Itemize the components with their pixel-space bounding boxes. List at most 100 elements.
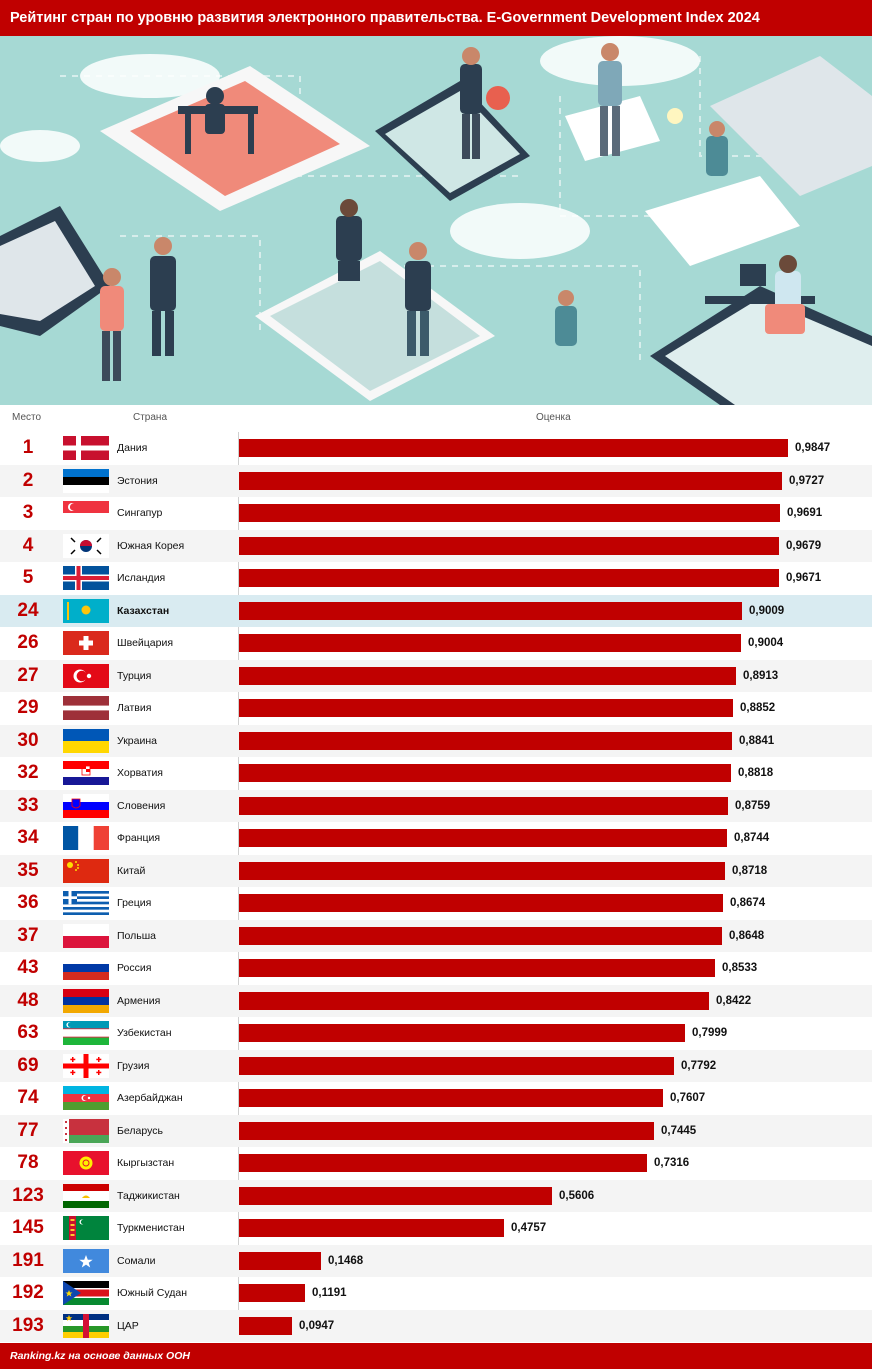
country-label: Китай [117,864,146,877]
country-label: Туркменистан [117,1222,185,1234]
country-label: Южная Корея [117,539,185,552]
flag-icon [63,1053,109,1078]
rank-label: 2 [22,469,34,491]
flag-icon [63,761,109,785]
score-bar [239,1219,504,1237]
score-value-label: 0,9691 [787,507,823,519]
score-bar [239,536,779,555]
rank-label: 32 [17,762,39,783]
score-value-label: 0,4757 [511,1222,547,1234]
country-label: Грузия [117,1059,150,1072]
bar-axis-line [238,432,239,1342]
rank-label: 24 [17,599,39,621]
rank-label: 78 [17,1152,39,1173]
country-label: Россия [117,962,152,974]
country-label: Сингапур [117,507,163,519]
flag-icon [63,501,109,525]
country-label: Франция [117,832,161,844]
flag-icon [63,826,109,850]
column-header-score: Оценка [536,412,571,423]
score-bar [239,1284,305,1302]
flag-icon [63,1248,109,1273]
flag-icon [63,728,109,753]
rank-label: 27 [17,664,39,686]
score-value-label: 0,8648 [729,929,765,942]
flag-icon [63,1183,109,1208]
country-label: Украина [117,734,157,747]
table-row: 69 Грузия 0,7792 [0,1049,872,1082]
flag-icon [63,598,109,623]
flag-icon [63,1216,109,1240]
score-value-label: 0,8841 [739,734,775,747]
rank-label: 48 [17,989,39,1011]
flag-icon [63,436,109,460]
flag-icon [63,1313,109,1338]
country-label: Турция [117,669,152,682]
table-row: 74 Азербайджан 0,7607 [0,1082,872,1115]
flag-icon [63,1021,109,1045]
score-bar [239,1056,674,1075]
table-row: 27 Турция 0,8913 [0,659,872,692]
table-row: 37 Польша 0,8648 [0,919,872,952]
rank-label: 3 [22,502,34,523]
table-row: 1 Дания 0,9847 [0,432,872,465]
score-bar [239,1186,552,1205]
country-label: Казахстан [117,604,170,617]
score-value-label: 0,9671 [786,572,822,584]
rank-label: 77 [17,1119,39,1141]
rank-label: 34 [17,827,39,848]
score-value-label: 0,8759 [735,799,771,812]
flag-icon [63,858,109,883]
rank-label: 1 [22,437,34,458]
rank-label: 43 [17,957,39,978]
flag-icon [63,696,109,720]
score-bar [239,1154,647,1172]
score-value-label: 0,9679 [786,539,822,552]
score-value-label: 0,0947 [299,1319,335,1332]
table-row: 36 Греция 0,8674 [0,887,872,920]
score-value-label: 0,7999 [692,1027,728,1039]
table-row: 2 Эстония 0,9727 [0,464,872,497]
score-value-label: 0,9727 [789,474,825,487]
rank-label: 35 [17,859,39,881]
country-label: Беларусь [117,1124,163,1137]
table-row: 32 Хорватия 0,8818 [0,757,872,790]
rank-label: 33 [17,794,39,816]
score-value-label: 0,8718 [732,864,768,877]
score-value-label: 0,9004 [748,637,784,649]
score-bar [239,861,725,880]
rank-label: 191 [12,1249,44,1271]
table-row: 4 Южная Корея 0,9679 [0,529,872,562]
score-value-label: 0,7316 [654,1157,690,1169]
flag-icon [63,1281,109,1305]
score-bar [239,894,723,912]
ranking-table: 1 Дания 0,9847 2 Эстония 0,9727 3 Сингапур 0,969… [0,432,872,1342]
flag-icon [63,956,109,980]
rank-label: 29 [17,697,39,718]
score-bar [239,699,733,717]
country-label: Узбекистан [117,1027,172,1039]
rank-label: 63 [17,1022,39,1043]
flag-icon [63,1118,109,1143]
table-row: 77 Беларусь 0,7445 [0,1114,872,1147]
rank-label: 36 [17,892,39,913]
score-bar [239,471,782,490]
score-value-label: 0,7445 [661,1124,697,1137]
table-row: 191 Сомали 0,1468 [0,1244,872,1277]
flag-icon [63,988,109,1013]
country-label: Эстония [117,474,158,487]
rank-label: 192 [12,1282,44,1303]
country-label: Таджикистан [117,1189,180,1202]
table-row: 5 Исландия 0,9671 [0,562,872,595]
column-header-country: Страна [133,412,168,423]
flag-icon [63,891,109,915]
table-row: 78 Кыргызстан 0,7316 [0,1147,872,1180]
chart-title: Рейтинг стран по уровню развития электро… [0,0,872,36]
score-bar [239,731,732,750]
hero-illustration [0,36,872,405]
flag-icon [63,923,109,948]
score-bar [239,1089,663,1107]
table-row: 3 Сингапур 0,9691 [0,497,872,530]
country-label: Латвия [117,702,152,714]
flag-icon [63,663,109,688]
